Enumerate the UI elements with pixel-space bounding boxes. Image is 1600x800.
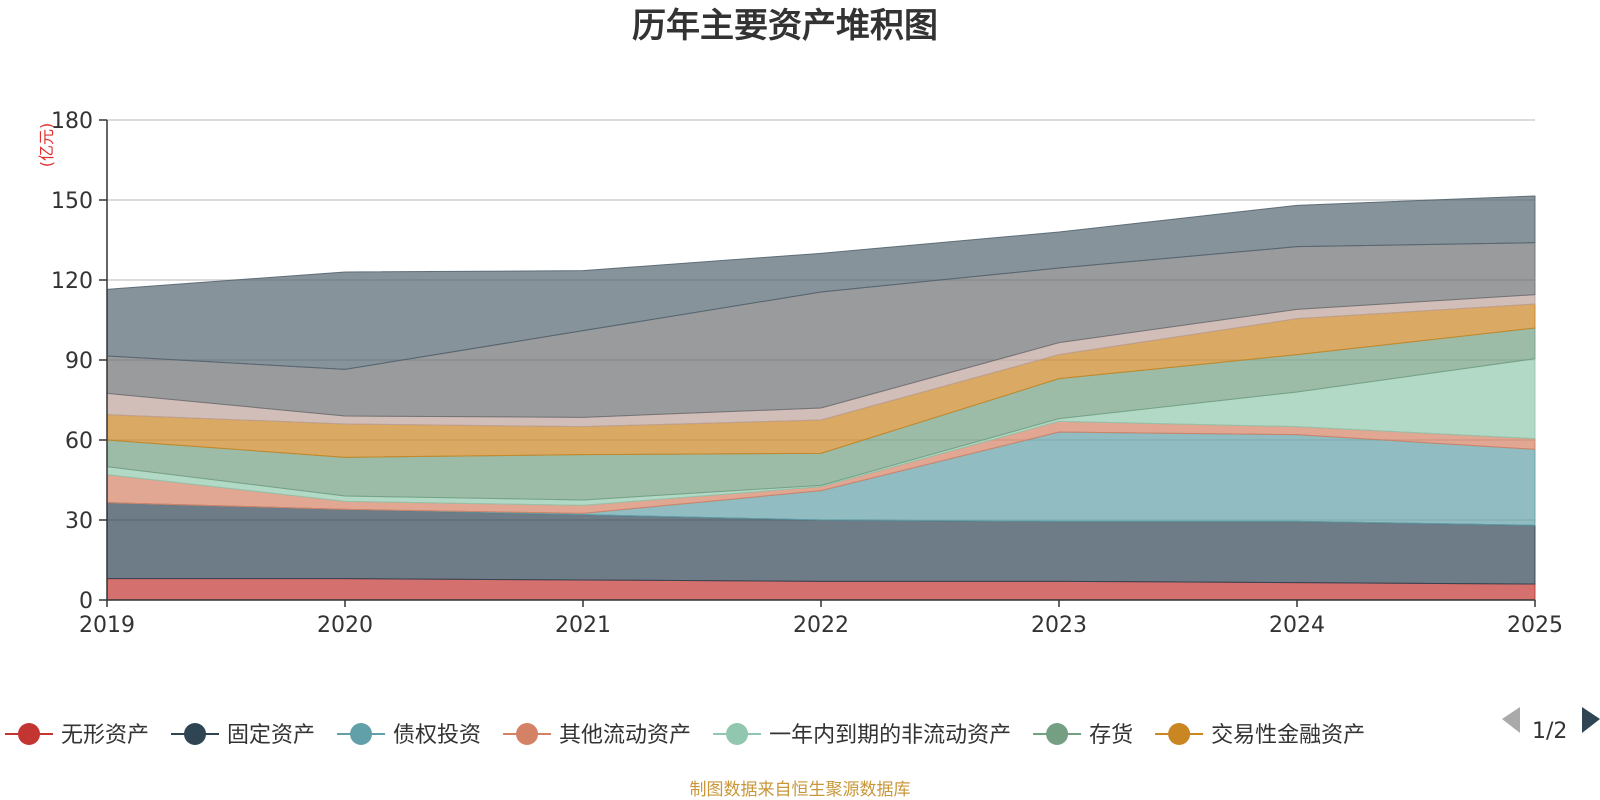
- legend-swatch: [1168, 723, 1191, 745]
- legend-label: 固定资产: [227, 723, 315, 748]
- x-tick-label: 2023: [1031, 613, 1087, 638]
- legend-swatch: [726, 723, 749, 745]
- y-axis-unit: (亿元): [37, 123, 56, 168]
- y-tick-label: 150: [51, 189, 93, 214]
- legend-swatch: [18, 723, 40, 745]
- legend-swatch: [1046, 723, 1069, 745]
- legend-swatch: [184, 723, 207, 745]
- area-series: [106, 195, 1536, 601]
- axes: 0 30 60 90 120 150 180 2019 2020 2021 2022 2023 2024…: [51, 109, 1563, 638]
- legend-label: 存货: [1089, 723, 1133, 748]
- legend-label: 无形资产: [61, 723, 149, 748]
- y-tick-label: 0: [79, 589, 93, 614]
- x-tick-label: 2020: [317, 613, 373, 638]
- legend-label: 其他流动资产: [559, 723, 691, 748]
- chart-title: 历年主要资产堆积图: [632, 6, 938, 46]
- x-tick-label: 2019: [79, 613, 135, 638]
- legend-item[interactable]: 一年内到期的非流动资产: [713, 723, 1011, 748]
- y-tick-label: 120: [51, 269, 93, 294]
- legend-label: 债权投资: [393, 723, 481, 748]
- x-tick-label: 2025: [1507, 613, 1563, 638]
- y-tick-label: 180: [51, 109, 93, 134]
- legend-swatch: [516, 723, 539, 745]
- legend-item[interactable]: 债权投资: [337, 723, 481, 748]
- legend-item[interactable]: 存货: [1033, 723, 1133, 748]
- area-series-9: [106, 195, 1536, 370]
- legend-page-label: 1/2: [1532, 719, 1567, 744]
- y-tick-label: 30: [65, 509, 93, 534]
- legend-prev-icon[interactable]: [1502, 707, 1520, 733]
- data-source-note: 制图数据来自恒生聚源数据库: [690, 780, 911, 800]
- legend-label: 一年内到期的非流动资产: [769, 723, 1011, 748]
- legend-label: 交易性金融资产: [1211, 723, 1365, 748]
- legend-item[interactable]: 其他流动资产: [503, 723, 691, 748]
- legend-item[interactable]: 交易性金融资产: [1155, 723, 1365, 748]
- legend-next-icon[interactable]: [1582, 707, 1600, 733]
- legend: 无形资产 固定资产 债权投资 其他流动资产 一年内到期的非流动资产 存货 交易性金融资产: [5, 723, 1365, 748]
- x-tick-label: 2022: [793, 613, 849, 638]
- legend-item[interactable]: 无形资产: [5, 723, 149, 748]
- y-tick-label: 60: [65, 429, 93, 454]
- y-tick-label: 90: [65, 349, 93, 374]
- legend-pager: 1/2: [1502, 707, 1600, 744]
- x-tick-label: 2021: [555, 613, 611, 638]
- legend-item[interactable]: 固定资产: [171, 723, 315, 748]
- legend-swatch: [350, 723, 373, 745]
- x-tick-label: 2024: [1269, 613, 1325, 638]
